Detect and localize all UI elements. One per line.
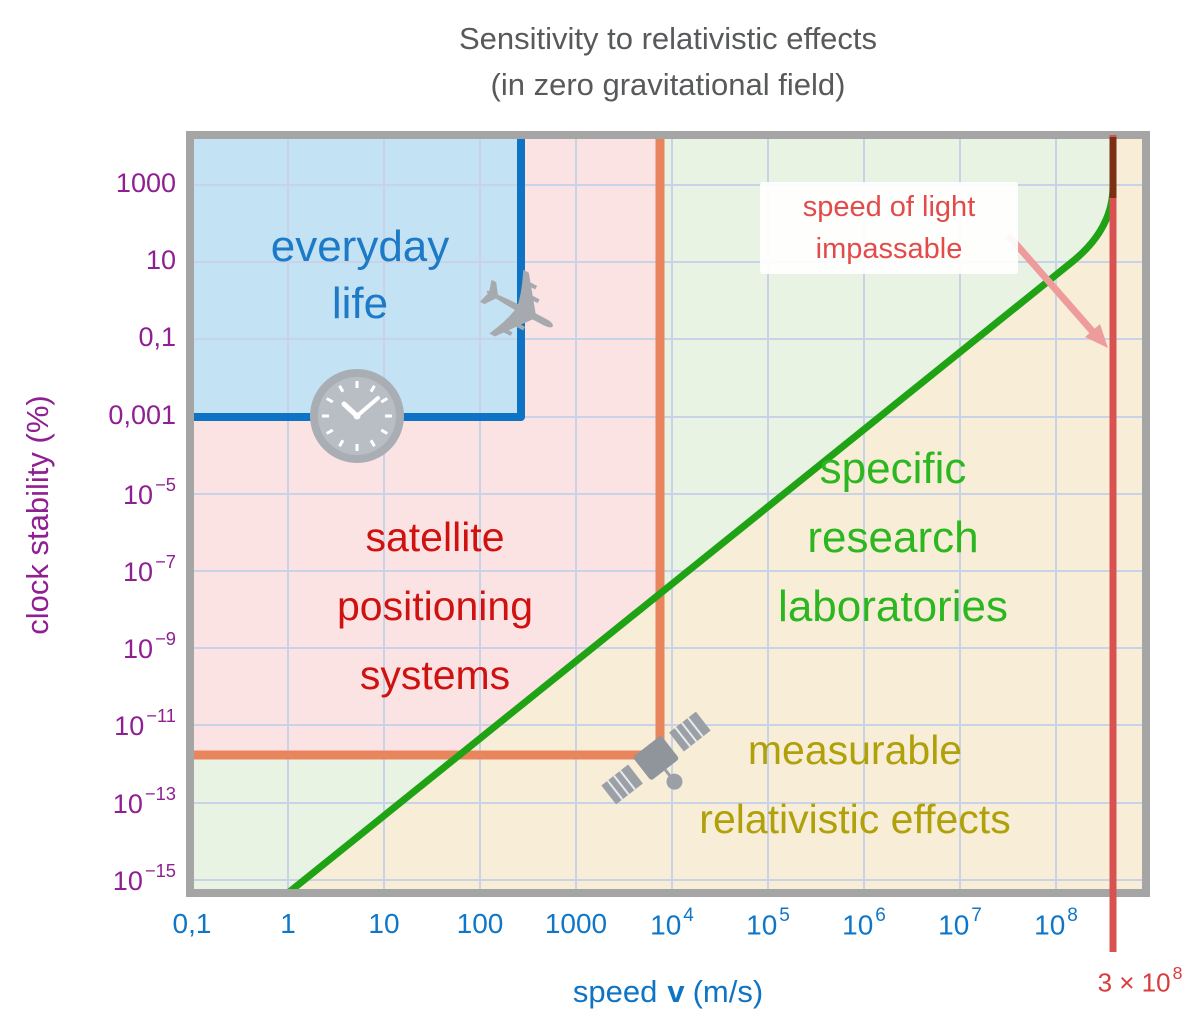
region-label-satellite-positioning: satellite positioning systems [230, 503, 640, 710]
y-axis-tick: 10 −11 [114, 704, 176, 741]
plot-border [186, 131, 1150, 897]
x-axis-label-suffix: (m/s) [692, 974, 764, 1009]
y-axis-tick: 10 [145, 245, 176, 275]
y-axis-tick: 10 −9 [123, 627, 176, 664]
x-axis-tick: 10 6 [842, 904, 886, 941]
x-axis-tick: 1000 [544, 908, 608, 939]
x-axis-tick: 100 [456, 908, 504, 939]
annotation-arrow-icon [1005, 232, 1108, 348]
region-label-line: life [331, 279, 389, 329]
region-label-line: measurable [747, 727, 963, 773]
gridlines [190, 135, 1146, 893]
chart-title-line2: (in zero gravitational field) [490, 66, 846, 102]
region-label-line: everyday [270, 222, 450, 271]
x-axis-tick: 10 [368, 908, 400, 939]
region-label-research-laboratories: specific research laboratories [688, 434, 1098, 641]
chart-title: Sensitivity to relativistic effects (in … [190, 16, 1146, 108]
x-axis-tick: 10 8 [1034, 904, 1078, 941]
x-axis-label-prefix: speed [572, 974, 658, 1009]
x-axis-tick: 0,1 [172, 908, 212, 939]
y-axis-tick: 10 −15 [112, 859, 176, 896]
y-axis-tick: 10 −5 [123, 473, 176, 510]
region-label-line: satellite [365, 514, 505, 560]
region-label-line: research [807, 513, 979, 563]
speed-of-light-annotation: speed of light impassable [760, 182, 1018, 275]
satellite-icon [601, 711, 711, 805]
x-axis-tick: 10 4 [650, 904, 694, 941]
everyday-boundary-line [190, 135, 525, 421]
x-axis-tick: 10 5 [746, 904, 790, 941]
speed-of-light-tick-label: 3 × 10 8 [1097, 962, 1183, 998]
x-axis-label: speed v (m/s) [298, 974, 1038, 1010]
chart-title-line1: Sensitivity to relativistic effects [458, 21, 878, 56]
region-label-line: systems [359, 651, 511, 698]
annotation-line: speed of light [802, 191, 976, 223]
region-label-line: laboratories [778, 582, 1008, 632]
x-axis-tick: 10 7 [938, 904, 982, 941]
x-axis-tick: 1 [280, 908, 296, 939]
y-axis-tick: 0,001 [108, 400, 176, 430]
region-label-measurable-effects: measurable relativistic effects [590, 716, 1120, 854]
region-label-line: positioning [336, 582, 534, 629]
y-axis-tick: 10 −7 [123, 550, 176, 587]
region-label-line: relativistic effects [699, 795, 1011, 842]
annotation-line: impassable [815, 233, 963, 266]
measurable-region-fill [288, 135, 1146, 893]
y-axis-tick: 10 −13 [112, 782, 176, 819]
y-axis-tick: 1000 [115, 168, 176, 198]
region-label-line: specific [819, 444, 967, 493]
clock-icon [310, 369, 404, 463]
region-label-everyday-life: everyday life [200, 218, 520, 332]
y-axis-tick: 0,1 [138, 322, 176, 352]
x-axis-label-variable: v [667, 974, 685, 1009]
y-axis-label: clock stability (%) [20, 395, 55, 635]
